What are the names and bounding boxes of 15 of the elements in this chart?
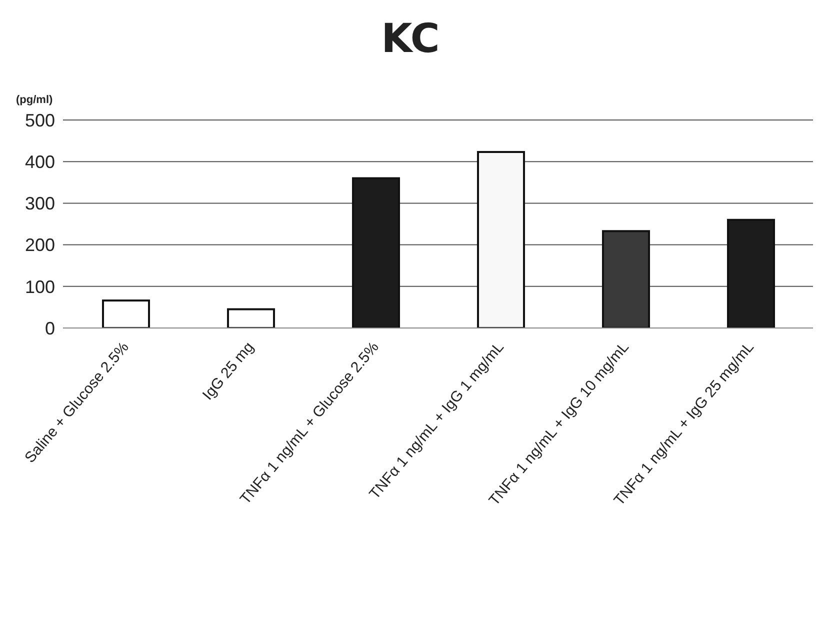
bar (227, 308, 275, 328)
y-tick-label: 0 (44, 318, 55, 338)
y-tick-label: 100 (24, 276, 55, 297)
bar (602, 230, 650, 328)
bar (102, 300, 150, 328)
y-tick-label: 500 (24, 110, 55, 130)
y-tick-label: 300 (24, 194, 55, 214)
y-tick-label: 200 (24, 235, 55, 256)
bar (352, 177, 400, 328)
x-tick-label: IgG 25 mg (199, 338, 258, 404)
y-tick-label: 400 (24, 152, 55, 172)
chart-title: KC (380, 16, 441, 62)
bar (477, 151, 525, 328)
bar (727, 218, 775, 328)
y-axis-title: (pg/ml) (16, 94, 53, 106)
